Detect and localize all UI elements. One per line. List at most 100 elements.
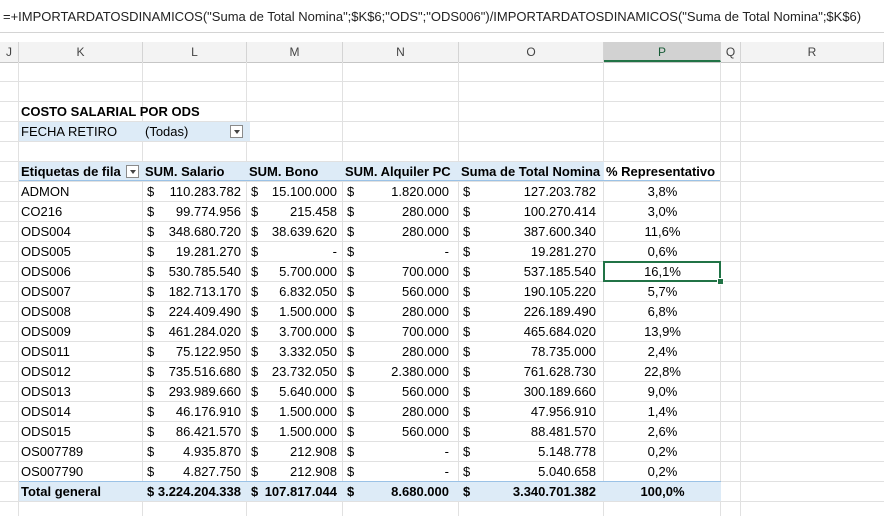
pivot-row-5-alquiler: 560.000: [402, 284, 449, 299]
column-header-n[interactable]: N: [343, 42, 459, 62]
pivot-row-12-bono: 1.500.000: [279, 424, 337, 439]
pivot-row-12-currency-bono: $: [251, 424, 259, 439]
pivot-header-3: SUM. Alquiler PC: [345, 164, 451, 179]
pivot-row-10-pct: 9,0%: [647, 384, 678, 399]
pivot-row-5-currency-total: $: [463, 284, 471, 299]
pivot-row-11-currency-salario: $: [147, 404, 155, 419]
fill-handle[interactable]: [717, 278, 724, 285]
pivot-row-7-currency-salario: $: [147, 324, 155, 339]
pivot-row-8-currency-alquiler: $: [347, 344, 355, 359]
header-underline: [19, 180, 720, 181]
total-band: [19, 482, 721, 501]
pivot-row-3-currency-salario: $: [147, 244, 155, 259]
pivot-row-0-currency-salario: $: [147, 184, 155, 199]
pivot-row-14-bono: 212.908: [290, 464, 337, 479]
pivot-row-2-label: ODS004: [21, 224, 71, 239]
pivot-row-2-salario: 348.680.720: [168, 224, 241, 239]
pivot-row-2-pct: 11,6%: [644, 224, 681, 239]
column-header-p[interactable]: P: [604, 42, 721, 62]
worksheet-grid[interactable]: COSTO SALARIAL POR ODS FECHA RETIRO (Todas…: [0, 62, 884, 516]
pivot-row-0-total: 127.203.782: [523, 184, 596, 199]
filter-dropdown-button[interactable]: [230, 125, 243, 138]
pivot-row-11-total: 47.956.910: [530, 404, 596, 419]
pivot-total-salario: 3.224.204.338: [157, 484, 241, 499]
pivot-row-7-bono: 3.700.000: [279, 324, 337, 339]
gridline-horizontal: [0, 401, 884, 402]
pivot-row-8-bono: 3.332.050: [279, 344, 337, 359]
pivot-row-1-bono: 215.458: [290, 204, 337, 219]
pivot-row-8-currency-bono: $: [251, 344, 259, 359]
pivot-row-1-currency-bono: $: [251, 204, 259, 219]
pivot-total-currency-total: $: [463, 484, 471, 499]
pivot-row-12-total: 88.481.570: [530, 424, 596, 439]
pivot-row-12-salario: 86.421.570: [175, 424, 241, 439]
pivot-total-total: 3.340.701.382: [512, 484, 596, 499]
pivot-row-11-currency-bono: $: [251, 404, 259, 419]
pivot-row-10-currency-total: $: [463, 384, 471, 399]
gridline-horizontal: [0, 121, 884, 122]
gridline-vertical: [603, 62, 604, 516]
pivot-row-1-pct: 3,0%: [647, 204, 678, 219]
pivot-total-label: Total general: [21, 484, 101, 499]
pivot-row-9-currency-alquiler: $: [347, 364, 355, 379]
pivot-total-currency-salario: $: [147, 484, 155, 499]
pivot-row-14-total: 5.040.658: [538, 464, 596, 479]
total-topline: [19, 481, 721, 482]
pivot-title: COSTO SALARIAL POR ODS: [21, 104, 200, 119]
gridline-horizontal: [0, 181, 884, 182]
pivot-row-1-currency-alquiler: $: [347, 204, 355, 219]
pivot-row-12-alquiler: 560.000: [402, 424, 449, 439]
pivot-row-9-total: 761.628.730: [523, 364, 596, 379]
pivot-row-4-currency-total: $: [463, 264, 471, 279]
pivot-header-1: SUM. Salario: [145, 164, 225, 179]
pivot-row-12-label: ODS015: [21, 424, 71, 439]
pivot-row-3-total: 19.281.270: [530, 244, 596, 259]
gridline-vertical: [458, 62, 459, 516]
column-header-l[interactable]: L: [143, 42, 247, 62]
column-header-o[interactable]: O: [459, 42, 604, 62]
pivot-row-6-bono: 1.500.000: [279, 304, 337, 319]
pivot-row-6-alquiler: 280.000: [402, 304, 449, 319]
pivot-row-6-currency-salario: $: [147, 304, 155, 319]
pivot-row-13-bono: 212.908: [290, 444, 337, 459]
pivot-row-6-pct: 6,8%: [647, 304, 678, 319]
pivot-row-4-label: ODS006: [21, 264, 71, 279]
pivot-row-11-bono: 1.500.000: [279, 404, 337, 419]
pivot-total-pct: 100,0%: [640, 484, 685, 499]
pivot-row-5-label: ODS007: [21, 284, 71, 299]
pivot-row-7-total: 465.684.020: [523, 324, 596, 339]
pivot-row-0-currency-total: $: [463, 184, 471, 199]
pivot-row-10-total: 300.189.660: [523, 384, 596, 399]
gridline-horizontal: [0, 81, 884, 82]
pivot-row-9-currency-bono: $: [251, 364, 259, 379]
pivot-row-4-total: 537.185.540: [523, 264, 596, 279]
formula-bar[interactable]: =+IMPORTARDATOSDINAMICOS("Suma de Total …: [0, 0, 884, 33]
pivot-row-2-bono: 38.639.620: [271, 224, 337, 239]
filter-value: (Todas): [145, 124, 189, 139]
pivot-row-14-label: OS007790: [21, 464, 84, 479]
pivot-row-9-salario: 735.516.680: [168, 364, 241, 379]
column-header-m[interactable]: M: [247, 42, 343, 62]
pivot-row-3-bono: -: [332, 244, 337, 259]
pivot-row-8-salario: 75.122.950: [175, 344, 241, 359]
pivot-row-13-total: 5.148.778: [538, 444, 596, 459]
pivot-row-2-currency-alquiler: $: [347, 224, 355, 239]
active-cell-selection[interactable]: [603, 261, 721, 282]
pivot-row-10-alquiler: 560.000: [402, 384, 449, 399]
gridline-horizontal: [0, 501, 884, 502]
pivot-row-2-alquiler: 280.000: [402, 224, 449, 239]
column-header-r[interactable]: R: [741, 42, 884, 62]
pivot-total-bono: 107.817.044: [264, 484, 337, 499]
pivot-row-9-bono: 23.732.050: [271, 364, 337, 379]
column-header-k[interactable]: K: [19, 42, 143, 62]
pivot-row-8-pct: 2,4%: [647, 344, 678, 359]
pivot-row-8-label: ODS011: [21, 344, 70, 359]
row-labels-filter-button[interactable]: [126, 165, 139, 178]
gridline-horizontal: [0, 101, 884, 102]
pivot-row-1-alquiler: 280.000: [402, 204, 449, 219]
column-header-q[interactable]: Q: [721, 42, 741, 62]
pivot-row-13-currency-bono: $: [251, 444, 259, 459]
column-header-j[interactable]: J: [0, 42, 19, 62]
gridline-vertical: [142, 62, 143, 516]
pivot-row-14-salario: 4.827.750: [183, 464, 241, 479]
